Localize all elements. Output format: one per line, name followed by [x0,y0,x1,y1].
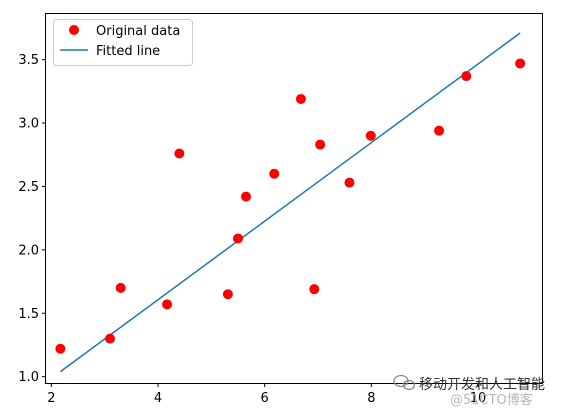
y-tick-label-4: 3.0 [18,117,39,132]
wechat-icon [393,374,416,391]
legend-box [53,19,193,66]
legend-label-fitted-line: Fitted line [96,44,160,59]
y-tick-label-2: 2.0 [18,243,39,258]
x-tick-label-4: 10 [470,391,487,406]
watermark: 移动开发和人工智能 @51CTO博客 [393,374,545,408]
watermark-subtext: @51CTO博客 [450,392,533,408]
data-point-0 [55,343,66,354]
legend-marker-original-data [69,25,79,35]
data-points-layer [55,58,526,354]
x-tick-label-3: 8 [367,391,375,406]
legend: Original data Fitted line [53,19,193,66]
fitted-line [59,32,521,373]
data-point-16 [515,58,526,69]
data-point-3 [162,299,173,310]
x-tick-label-0: 2 [47,391,55,406]
data-point-12 [344,177,355,188]
legend-label-original-data: Original data [96,24,180,39]
y-tick-label-1: 1.5 [18,307,39,322]
x-axis-ticks: 2 4 6 8 10 [47,383,486,406]
y-axis-ticks: 1.0 1.5 2.0 2.5 3.0 3.5 [18,53,46,385]
fitted-line-layer [59,32,521,373]
x-tick-label-2: 6 [261,391,269,406]
data-point-6 [233,233,243,244]
data-point-11 [315,139,326,150]
y-tick-label-3: 2.5 [18,180,39,195]
data-point-14 [434,125,445,136]
y-tick-label-5: 3.5 [18,53,39,68]
data-point-4 [174,148,185,159]
data-point-2 [115,282,126,293]
data-point-8 [269,168,280,179]
x-tick-label-1: 4 [154,391,162,406]
data-point-5 [222,289,233,300]
plot-area: 2 4 6 8 10 1.0 1.5 2.0 2.5 3.0 3.5 [18,13,543,406]
data-point-15 [461,71,472,82]
data-point-9 [295,93,306,104]
y-tick-label-0: 1.0 [18,370,39,385]
data-point-13 [365,130,376,141]
watermark-text: 移动开发和人工智能 [419,377,545,393]
data-point-10 [309,284,320,295]
data-point-7 [241,191,251,202]
data-point-1 [105,333,115,344]
